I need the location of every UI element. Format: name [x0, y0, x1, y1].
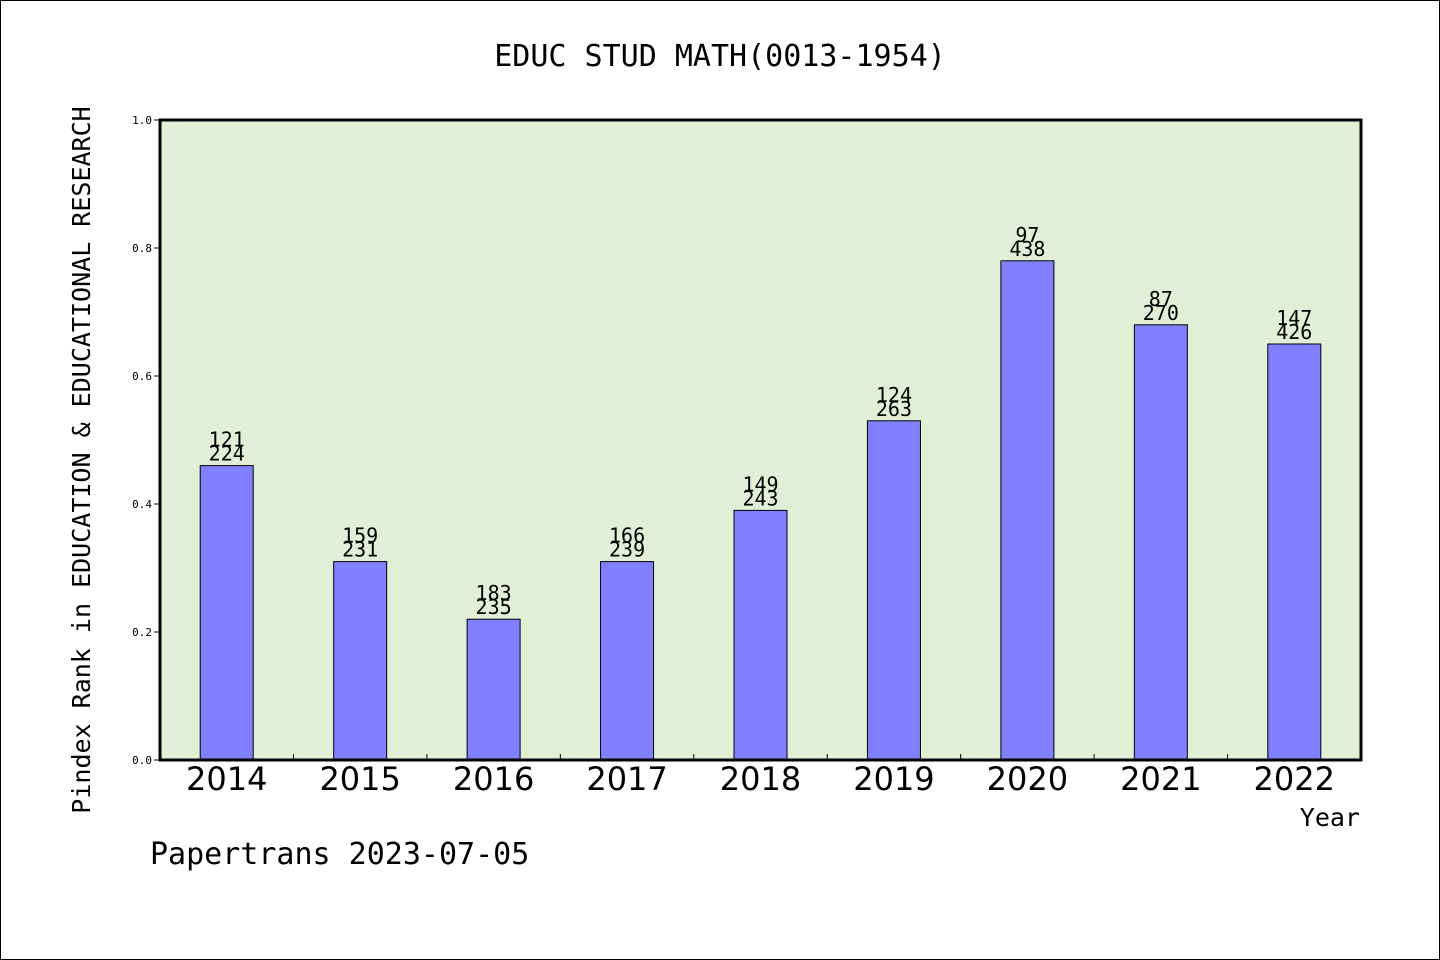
bar-label-bottom: 438 — [1009, 237, 1045, 261]
bar-label-top: 121 — [209, 428, 245, 452]
bar-label-bottom: 243 — [742, 486, 778, 510]
y-tick-label: 1.0 — [132, 114, 152, 127]
bar-label-top: 159 — [342, 524, 378, 548]
bar-label-bottom: 224 — [209, 442, 245, 466]
x-tick-label: 2022 — [1254, 760, 1335, 798]
bar-2021 — [1133, 324, 1188, 761]
y-tick-label: 0.4 — [132, 498, 152, 511]
footer-text: Papertrans 2023-07-05 — [150, 837, 529, 872]
x-tick-label: 2014 — [186, 760, 267, 798]
bar-label-bottom: 231 — [342, 538, 378, 562]
bar-label-top: 166 — [609, 524, 645, 548]
bar-label-top: 87 — [1149, 287, 1173, 311]
bar-label-bottom: 235 — [476, 595, 512, 619]
bar-label-bottom: 263 — [876, 397, 912, 421]
bar-2014 — [199, 465, 254, 761]
bar-2022 — [1267, 343, 1322, 761]
bar-label-top: 97 — [1015, 223, 1039, 247]
y-tick-label: 0.6 — [132, 370, 152, 383]
x-tick-label: 2021 — [1120, 760, 1201, 798]
bar-2015 — [333, 561, 388, 761]
y-tick-label: 0.8 — [132, 242, 152, 255]
bar-label-bottom: 270 — [1143, 301, 1179, 325]
bar-2020 — [1000, 260, 1055, 761]
y-tick-label: 0.2 — [132, 626, 152, 639]
bar-2016 — [466, 618, 521, 761]
bar-label-bottom: 426 — [1276, 320, 1312, 344]
bar-label-top: 149 — [742, 472, 778, 496]
x-axis: 2014 2015 2016 2017 2018 2019 2020 2021 2022 — [186, 754, 1335, 798]
y-axis: 0.0 0.2 0.4 0.6 0.8 1.0 — [132, 114, 160, 767]
x-tick-label: 2015 — [319, 760, 400, 798]
bar-label-bottom: 239 — [609, 538, 645, 562]
bar-2018 — [733, 509, 788, 761]
bar-2017 — [600, 561, 655, 761]
x-tick-label: 2017 — [586, 760, 667, 798]
bar-label-top: 183 — [476, 581, 512, 605]
y-axis-label: Pindex Rank in EDUCATION & EDUCATIONAL R… — [67, 106, 96, 813]
x-tick-label: 2020 — [987, 760, 1068, 798]
plot-border — [158, 118, 1363, 762]
x-axis-label: Year — [1300, 803, 1360, 832]
bar-label-top: 147 — [1276, 306, 1312, 330]
x-tick-label: 2018 — [720, 760, 801, 798]
chart-title: EDUC STUD MATH(0013-1954) — [494, 39, 946, 74]
x-tick-label: 2019 — [853, 760, 934, 798]
x-tick-label: 2016 — [453, 760, 534, 798]
bar-2019 — [866, 420, 921, 761]
y-tick-label: 0.0 — [132, 754, 152, 767]
bar-label-top: 124 — [876, 383, 912, 407]
